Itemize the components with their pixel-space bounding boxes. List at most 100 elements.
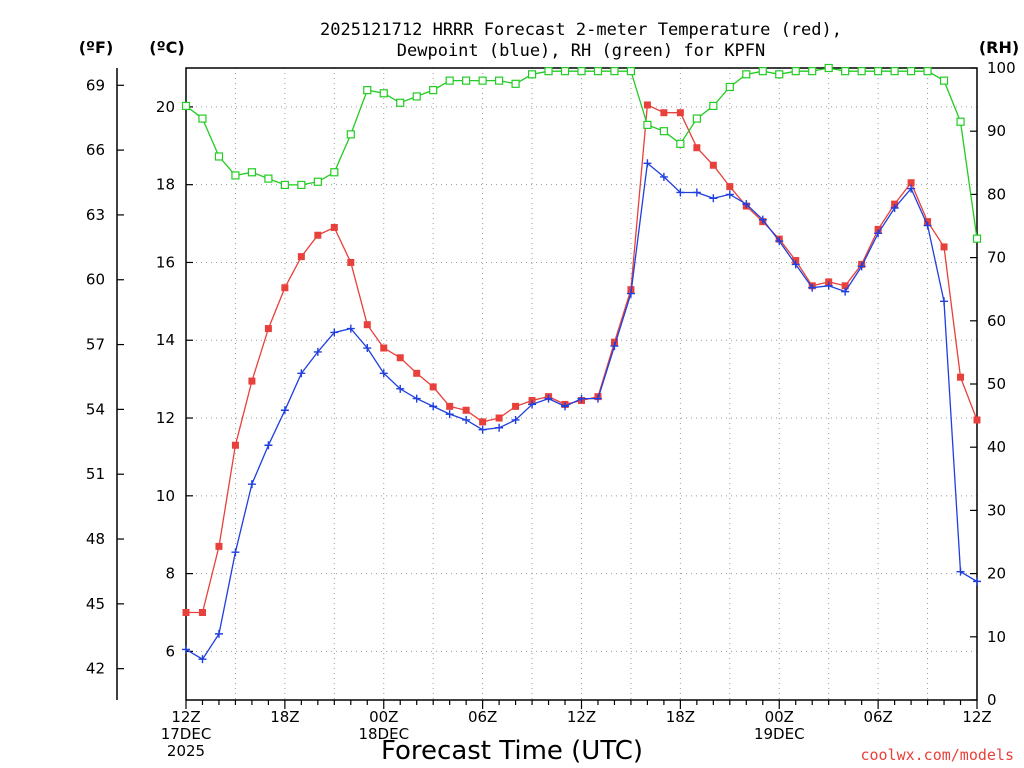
rh-point	[841, 67, 850, 76]
dewpoint-point	[313, 347, 322, 356]
temperature-point	[363, 321, 371, 329]
temperature-point	[297, 253, 305, 261]
rh-point	[626, 67, 636, 76]
rh-point	[956, 117, 965, 126]
temperature-point	[462, 406, 470, 414]
series-dewpoint	[182, 159, 981, 664]
dewpoint-point	[758, 215, 767, 224]
x-tick-label: 18Z	[666, 708, 695, 726]
x-axis-label: Forecast Time (UTC)	[381, 736, 643, 766]
dewpoint-point	[346, 324, 355, 333]
rh-point	[363, 86, 372, 95]
dewpoint-point	[610, 342, 619, 351]
x-tick-label: 00Z	[765, 708, 794, 726]
rh-point	[643, 120, 652, 129]
temperature-point	[413, 369, 421, 377]
rh-point	[379, 89, 388, 98]
rh-point	[198, 114, 207, 123]
dewpoint-point	[412, 394, 421, 403]
x-tick-label: 19DEC	[754, 725, 805, 743]
dewpoint-point	[577, 394, 586, 403]
fahrenheit-tick-label: 48	[86, 530, 105, 548]
data-series	[181, 63, 982, 664]
rh-point	[330, 168, 339, 177]
temperature-point	[380, 344, 388, 352]
dewpoint-point	[940, 297, 949, 306]
celsius-tick-label: 12	[156, 409, 175, 427]
temperature-point	[231, 441, 239, 449]
rh-point	[478, 76, 487, 85]
rh-tick-label: 100	[987, 59, 1016, 77]
rh-point	[742, 70, 751, 79]
dewpoint-point	[495, 423, 504, 432]
rh-point	[396, 98, 405, 107]
rh-point	[610, 67, 619, 76]
dewpoint-point	[544, 394, 553, 403]
rh-point	[560, 67, 570, 76]
dewpoint-point	[956, 567, 965, 576]
rh-point	[445, 76, 454, 85]
celsius-tick-label: 20	[156, 98, 175, 116]
rh-point	[297, 180, 306, 190]
fahrenheit-tick-label: 60	[86, 271, 105, 289]
temperature-point	[479, 418, 487, 426]
temperature-point	[314, 231, 322, 239]
rh-point	[725, 82, 734, 92]
rh-point	[709, 101, 718, 111]
celsius-tick-label: 14	[156, 331, 175, 349]
temperature-point	[446, 402, 454, 410]
x-tick-label: 12Z	[962, 708, 991, 726]
rh-tick-label: 0	[987, 691, 997, 709]
temperature-point	[198, 608, 206, 616]
dewpoint-point	[725, 190, 734, 199]
fahrenheit-unit-label: (ºF)	[79, 38, 114, 57]
rh-point	[577, 67, 586, 76]
dewpoint-point	[791, 260, 800, 269]
dewpoint-point	[709, 194, 718, 203]
dewpoint-point	[561, 402, 570, 411]
grid-lines	[186, 68, 977, 700]
fahrenheit-tick-label: 66	[86, 141, 105, 159]
fahrenheit-tick-label: 42	[86, 660, 105, 678]
dewpoint-point	[396, 384, 405, 393]
x-tick-label: 00Z	[369, 708, 398, 726]
site-credit: coolwx.com/models	[860, 746, 1014, 764]
rh-tick-label: 40	[987, 438, 1006, 456]
rh-point	[527, 70, 537, 79]
dewpoint-point	[363, 344, 372, 353]
rh-point	[231, 171, 240, 180]
rh-point	[280, 180, 289, 190]
dewpoint-point	[231, 548, 240, 557]
rh-point	[758, 67, 767, 76]
dewpoint-point	[676, 188, 685, 197]
fahrenheit-tick-label: 57	[86, 336, 105, 354]
temperature-point	[347, 258, 355, 266]
dewpoint-point	[214, 629, 223, 638]
series-rh	[181, 63, 982, 243]
x-tick-label: 12Z	[567, 708, 596, 726]
rh-unit-label: (RH)	[979, 38, 1019, 57]
dewpoint-point	[462, 415, 471, 424]
rh-point	[214, 152, 224, 161]
rh-tick-label: 70	[987, 249, 1006, 267]
rh-point	[676, 139, 685, 148]
rh-point	[462, 76, 471, 85]
rh-point	[857, 67, 866, 76]
tick-labels: 6 8 10 12 14 16 18 20 42 45 48 51 54 57 60 63 66 69 0 10 20 3…	[86, 59, 1016, 760]
fahrenheit-tick-label: 45	[86, 595, 105, 613]
temperature-point	[495, 414, 503, 422]
rh-point	[692, 114, 701, 123]
temperature-point	[248, 377, 256, 385]
dewpoint-point	[890, 204, 899, 213]
rh-point	[313, 177, 322, 186]
temperature-point	[841, 282, 849, 290]
rh-point	[890, 67, 899, 76]
dewpoint-point	[824, 281, 833, 290]
rh-point	[544, 67, 553, 76]
dewpoint-point	[692, 188, 701, 197]
dewpoint-point	[808, 283, 817, 292]
rh-point	[247, 168, 257, 177]
x-tick-label: 18DEC	[358, 725, 409, 743]
temperature-point	[396, 354, 404, 362]
